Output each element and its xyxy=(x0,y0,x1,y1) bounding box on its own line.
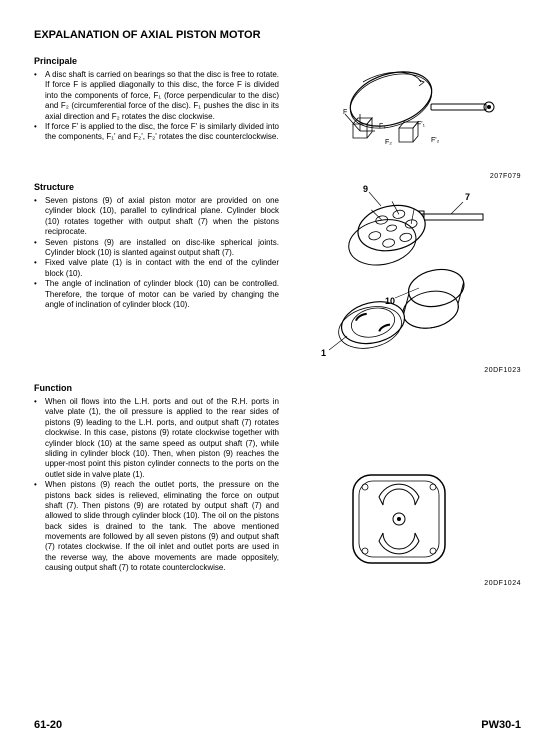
bullet: Seven pistons (9) are installed on disc-… xyxy=(45,238,279,259)
heading-principale: Principale xyxy=(34,56,279,68)
label-f: F xyxy=(343,109,347,116)
bullet: A disc shaft is carried on bearings so t… xyxy=(45,70,279,122)
label-f1: F₁ xyxy=(379,123,386,130)
bullet: When pistons (9) reach the outlet ports,… xyxy=(45,480,279,574)
label-1: 1 xyxy=(321,348,326,358)
label-f1p: F'₁ xyxy=(417,121,426,128)
figure-3: 20DF1024 xyxy=(291,381,521,581)
exploded-motor-icon: 9 7 10 1 xyxy=(291,180,501,375)
label-9: 9 xyxy=(363,184,368,194)
section-function: Function When oil flows into the L.H. po… xyxy=(34,381,521,581)
label-10: 10 xyxy=(385,296,395,306)
page-title: EXPALANATION OF AXIAL PISTON MOTOR xyxy=(34,28,521,42)
bullets-structure: Seven pistons (9) of axial piston motor … xyxy=(34,196,279,310)
section-principale: Principale A disc shaft is carried on be… xyxy=(34,54,521,174)
section-structure: Structure Seven pistons (9) of axial pis… xyxy=(34,180,521,375)
label-f2: F₂ xyxy=(385,139,392,146)
bullet: When oil flows into the L.H. ports and o… xyxy=(45,397,279,480)
bullet: Seven pistons (9) of axial piston motor … xyxy=(45,196,279,238)
page-footer: 61-20 PW30-1 xyxy=(34,718,521,732)
heading-structure: Structure xyxy=(34,182,279,194)
figure-caption: 20DF1024 xyxy=(484,579,521,588)
label-7: 7 xyxy=(465,192,470,202)
footer-right: PW30-1 xyxy=(481,718,521,732)
figure-2: 9 7 10 1 20DF1023 xyxy=(291,180,521,375)
figure-caption: 20DF1023 xyxy=(484,366,521,375)
bullet: Fixed valve plate (1) is in contact with… xyxy=(45,258,279,279)
figure-1: F F₁ F₂ F'₁ F'₂ 207F079 xyxy=(291,54,521,174)
disc-diagram-icon: F F₁ F₂ F'₁ F'₂ xyxy=(291,54,501,174)
bullets-principale: A disc shaft is carried on bearings so t… xyxy=(34,70,279,143)
valve-plate-front-icon xyxy=(331,461,481,581)
bullet: The angle of inclination of cylinder blo… xyxy=(45,279,279,310)
heading-function: Function xyxy=(34,383,279,395)
label-f2p: F'₂ xyxy=(431,137,440,144)
bullets-function: When oil flows into the L.H. ports and o… xyxy=(34,397,279,574)
footer-left: 61-20 xyxy=(34,718,62,732)
bullet: If force F' is applied to the disc, the … xyxy=(45,122,279,143)
